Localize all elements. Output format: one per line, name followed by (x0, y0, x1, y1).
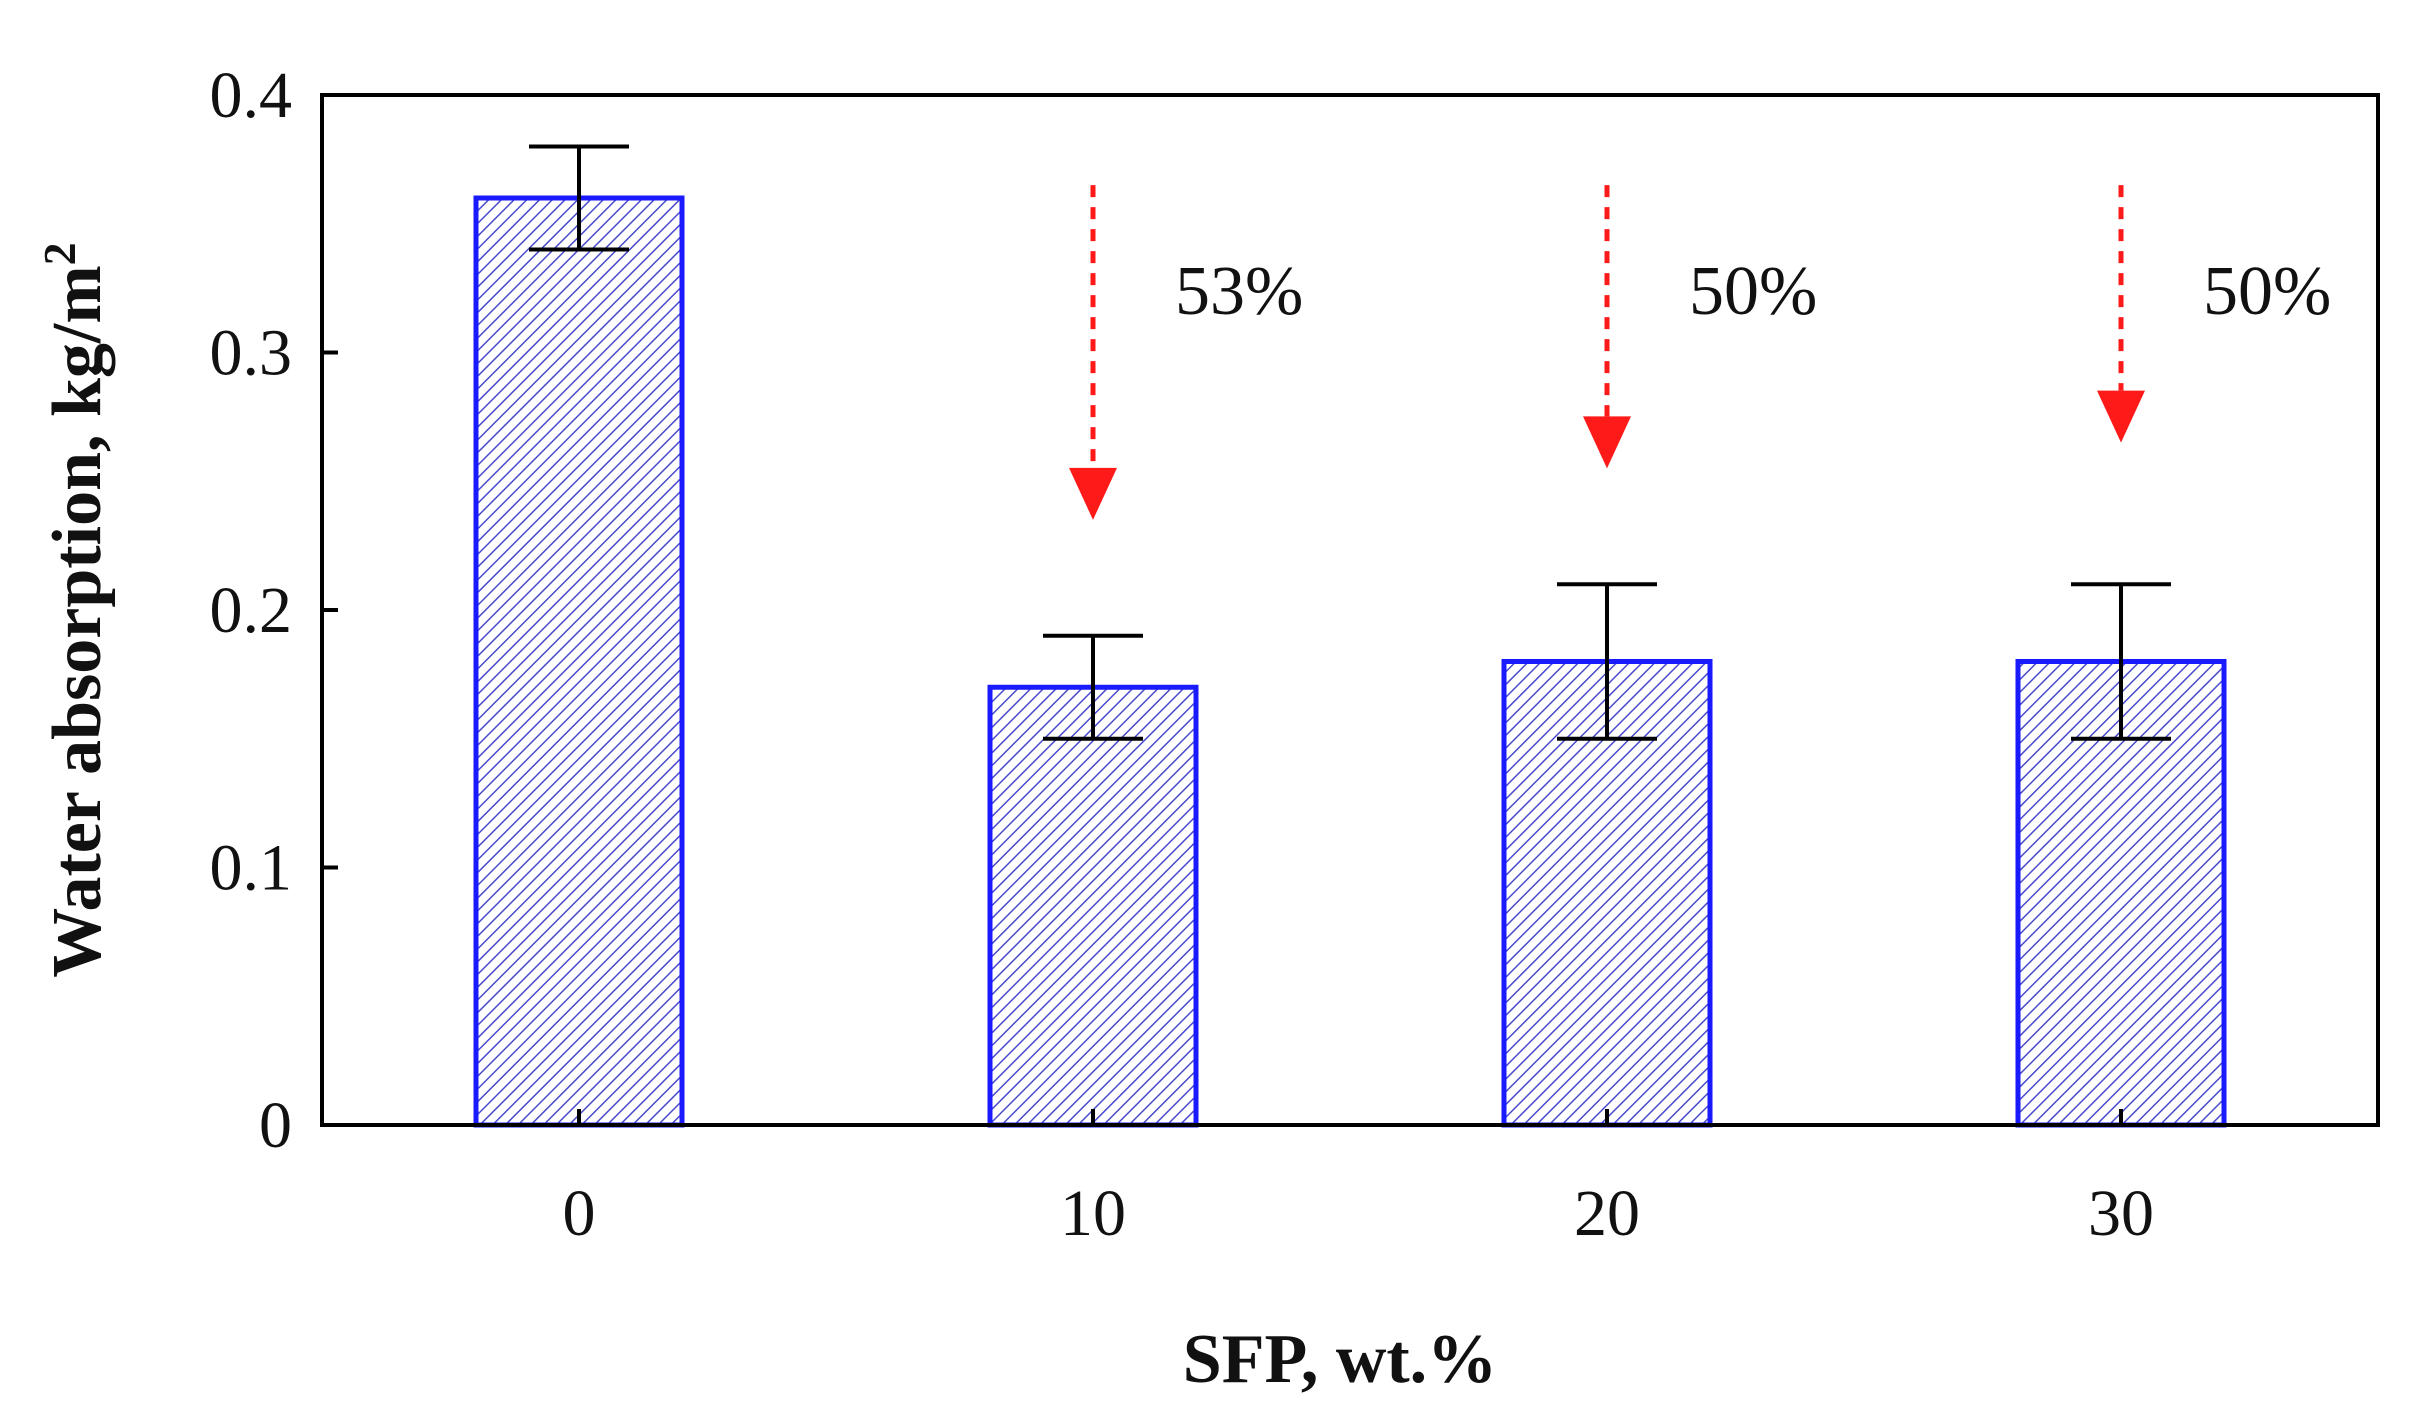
x-axis-title: SFP, wt.% (1183, 1321, 1497, 1398)
annotations-layer: 53% 50% 50% (1069, 185, 2331, 520)
bar-0 (473, 195, 685, 1128)
annotation-label-10: 53% (1175, 253, 1303, 330)
y-tick-label-0: 0 (259, 1089, 292, 1162)
annotation-label-20: 50% (1689, 253, 1817, 330)
y-tick-label-0.3: 0.3 (210, 317, 293, 390)
bar-10 (987, 684, 1199, 1128)
bars-layer (473, 195, 2227, 1128)
x-tick-label-30: 30 (2088, 1177, 2154, 1250)
x-tick-label-0: 0 (563, 1177, 596, 1250)
arrow-head-10 (1069, 467, 1117, 520)
y-tick-label-0.4: 0.4 (210, 59, 293, 132)
y-axis-title: Water absorption, kg/m2 (34, 242, 117, 977)
arrow-head-30 (2097, 390, 2145, 443)
x-tick-label-10: 10 (1060, 1177, 1126, 1250)
y-axis-title-main: Water absorption, kg/m (39, 265, 116, 977)
y-axis-title-superscript: 2 (34, 242, 85, 265)
error-bars-layer (529, 144, 2171, 741)
ticks-layer: 0 0.1 0.2 0.3 0.4 0 10 20 30 (210, 59, 2155, 1250)
y-tick-label-0.2: 0.2 (210, 574, 293, 647)
y-tick-label-0.1: 0.1 (210, 832, 293, 905)
annotation-label-30: 50% (2203, 253, 2331, 330)
arrow-head-20 (1583, 416, 1631, 469)
x-tick-label-20: 20 (1574, 1177, 1640, 1250)
